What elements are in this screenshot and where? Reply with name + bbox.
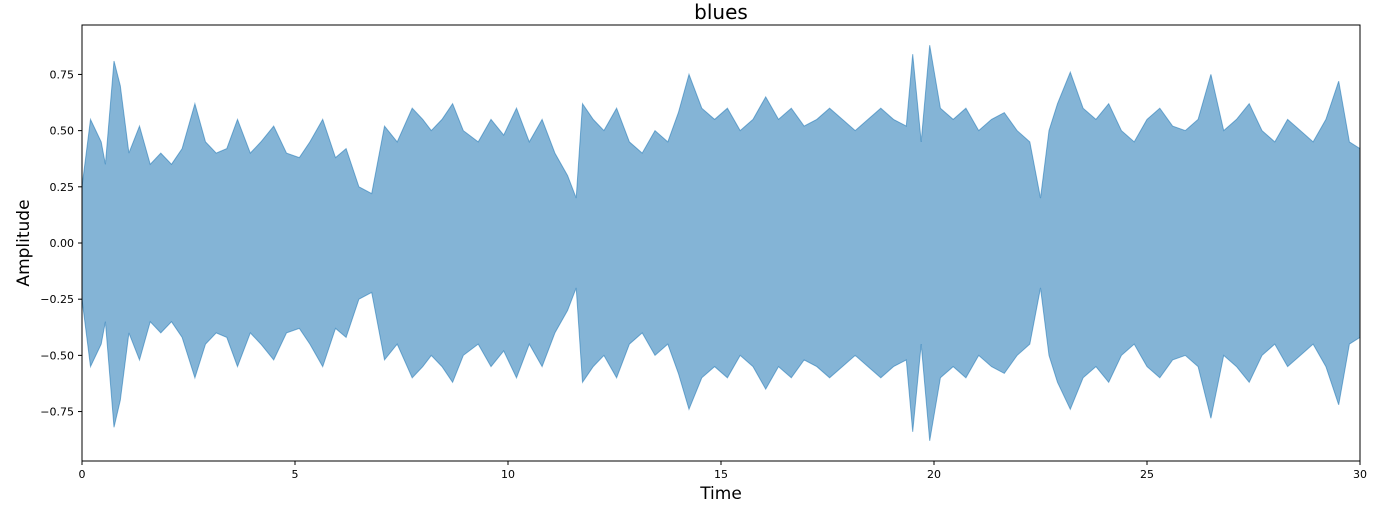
y-tick-label: 0.00 — [50, 237, 75, 250]
x-axis-label: Time — [699, 484, 742, 504]
x-tick-label: 20 — [927, 468, 941, 481]
y-tick-label: −0.25 — [40, 293, 74, 306]
x-tick-label: 5 — [292, 468, 299, 481]
x-axis: 0 5 10 15 20 25 30 — [79, 461, 1367, 481]
x-tick-label: 30 — [1353, 468, 1367, 481]
x-tick-label: 0 — [79, 468, 86, 481]
x-tick-label: 10 — [501, 468, 515, 481]
waveform-series-0 — [81, 45, 1361, 441]
plot-area — [81, 45, 1361, 441]
x-tick-label: 25 — [1140, 468, 1154, 481]
y-axis: −0.75 −0.50 −0.25 0.00 0.25 0.50 0.75 — [40, 68, 82, 419]
y-tick-label: 0.75 — [50, 68, 75, 81]
y-tick-label: −0.75 — [40, 406, 74, 419]
y-axis-label: Amplitude — [14, 199, 34, 286]
y-tick-label: 0.50 — [50, 125, 75, 138]
chart-title: blues — [694, 0, 748, 24]
y-tick-label: 0.25 — [50, 181, 75, 194]
y-tick-label: −0.50 — [40, 349, 74, 362]
x-tick-label: 15 — [714, 468, 728, 481]
